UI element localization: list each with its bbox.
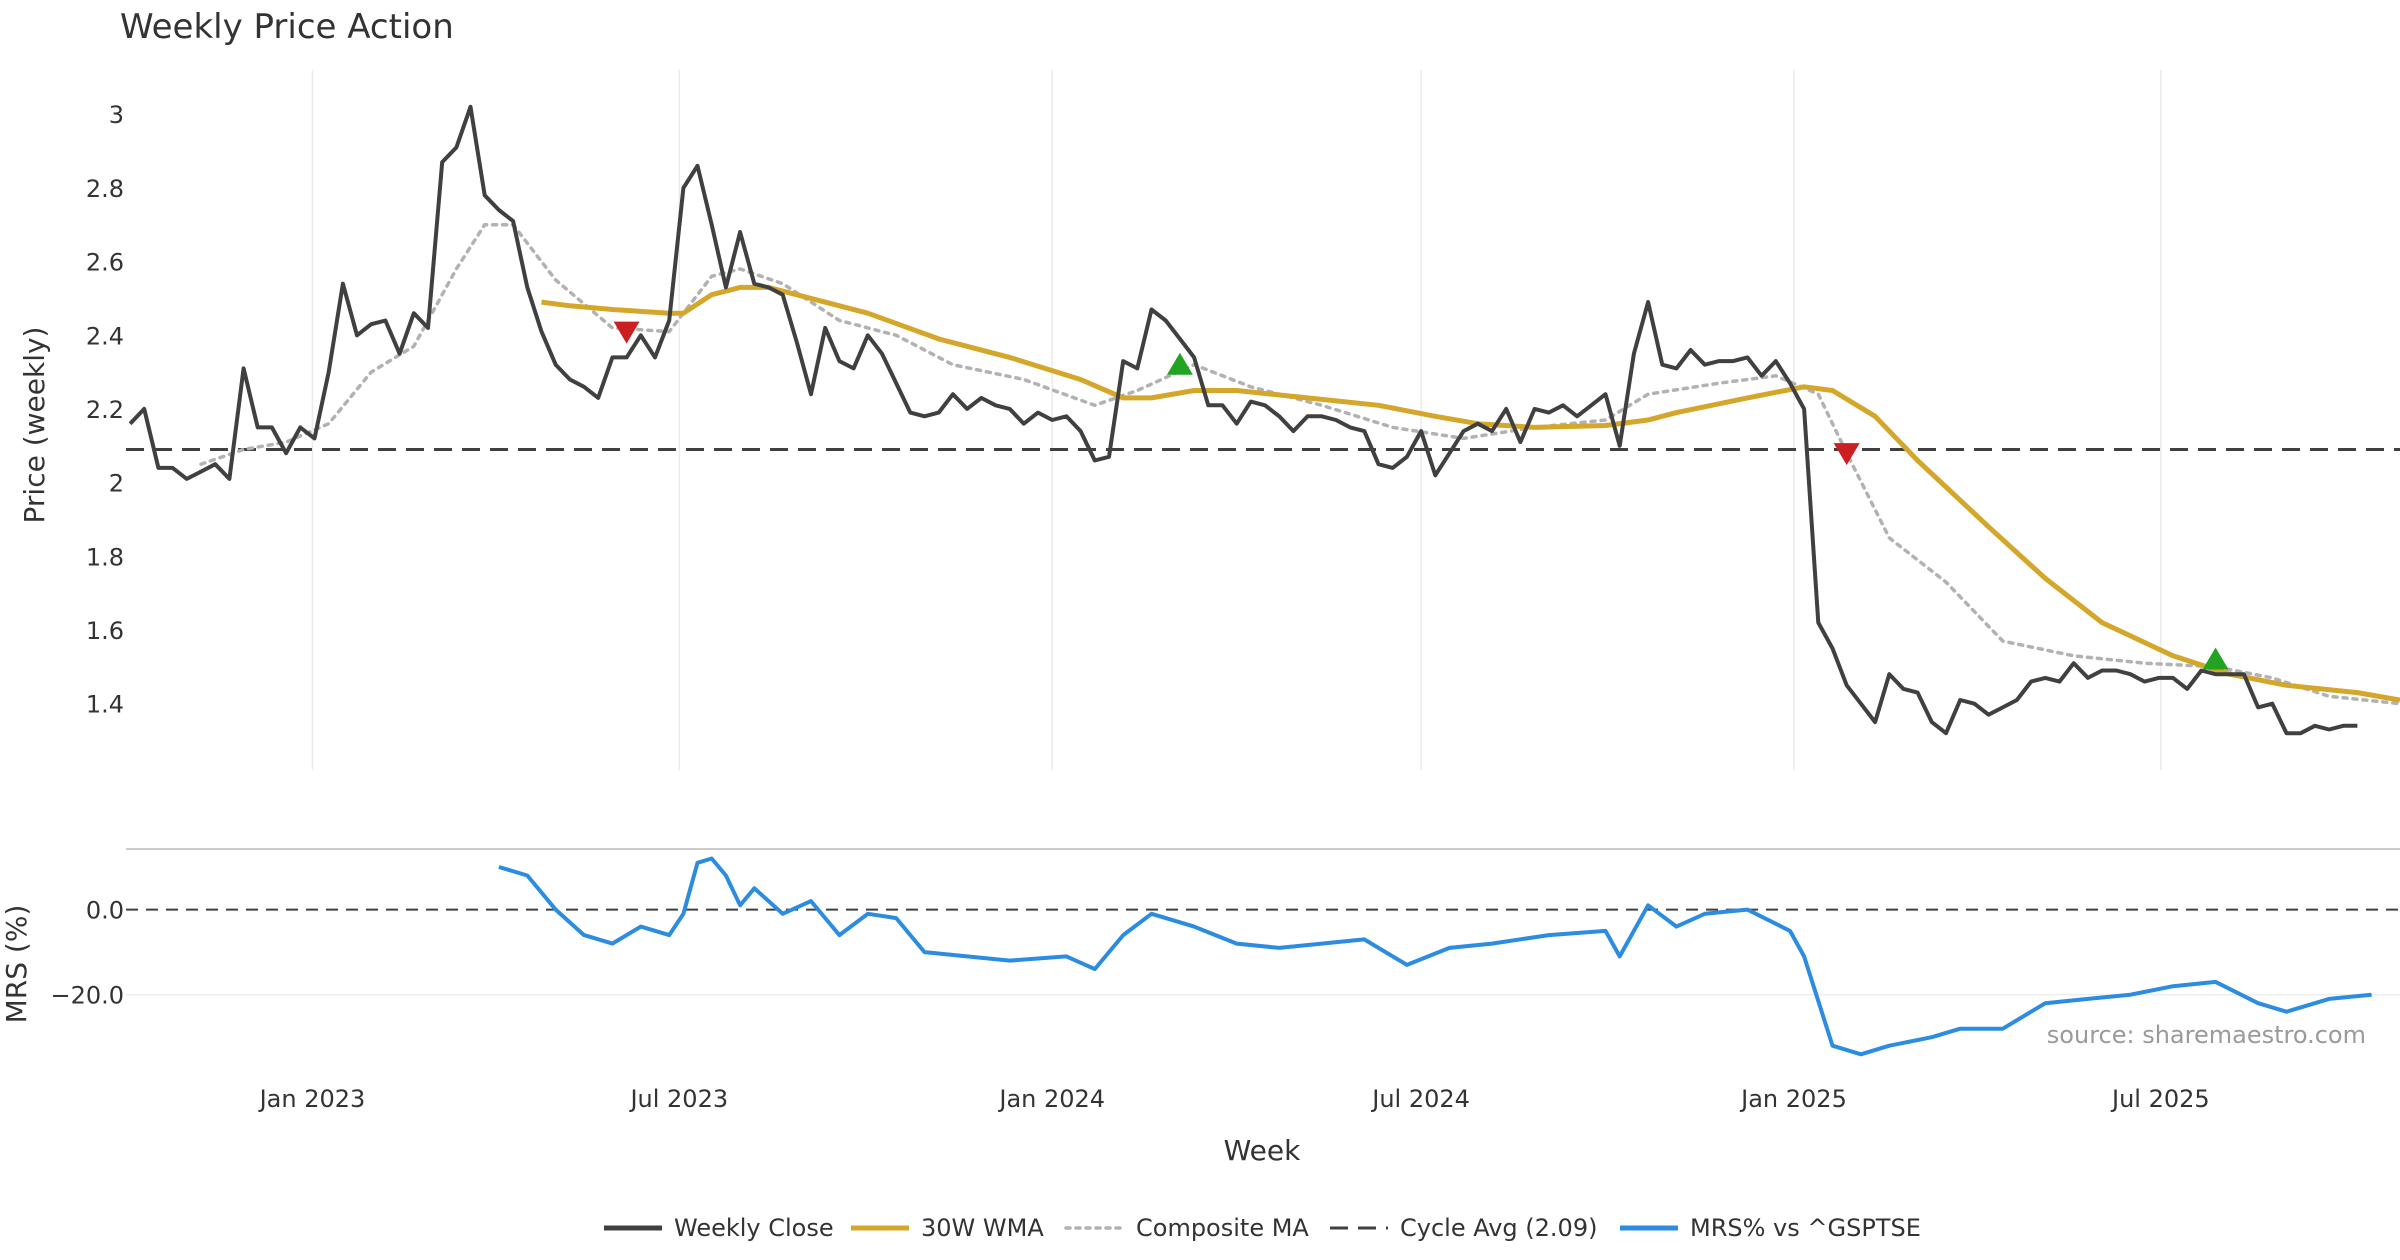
wma-30w-line <box>541 284 2400 703</box>
price-y-tick-label: 3 <box>109 101 124 129</box>
x-axis-label: Week <box>1224 1134 1301 1167</box>
legend-label: Weekly Close <box>674 1214 834 1242</box>
y-axis-ticks: 1.4 1.6 1.8 2 2.2 2.4 2.6 2.8 3 0.0 −20.0 <box>50 101 124 1009</box>
price-axis-label: Price (weekly) <box>18 327 51 524</box>
x-tick-label: Jan 2023 <box>258 1085 366 1113</box>
price-y-tick-label: 1.8 <box>86 543 124 571</box>
mrs-axis-label: MRS (%) <box>0 905 33 1024</box>
x-tick-label: Jan 2025 <box>1739 1085 1847 1113</box>
x-tick-label: Jul 2024 <box>1370 1085 1470 1113</box>
chart-title: Weekly Price Action <box>120 7 454 47</box>
x-axis-ticks: Jan 2023 Jul 2023 Jan 2024 Jul 2024 Jan 2025… <box>258 1085 2210 1113</box>
series-lines <box>128 104 2400 1057</box>
weekly-close-line <box>128 104 2358 736</box>
legend-label: MRS% vs ^GSPTSE <box>1690 1214 1921 1242</box>
composite-ma-line <box>199 222 2400 706</box>
mrs-y-tick-label: −20.0 <box>50 982 124 1010</box>
buy-signal-triangle <box>1166 352 1193 375</box>
legend-label: Composite MA <box>1136 1214 1309 1242</box>
price-y-tick-label: 2.8 <box>86 175 124 203</box>
sell-signal-triangle <box>613 321 640 344</box>
price-y-tick-label: 1.6 <box>86 617 124 645</box>
reference-lines <box>126 447 2400 911</box>
legend: Weekly Close 30W WMA Composite MA Cycle Avg… <box>604 1214 1921 1242</box>
x-tick-label: Jul 2023 <box>628 1085 728 1113</box>
price-y-tick-label: 2.4 <box>86 322 124 350</box>
price-y-tick-label: 1.4 <box>86 691 124 719</box>
mrs-line <box>498 856 2372 1057</box>
legend-label: Cycle Avg (2.09) <box>1400 1214 1597 1242</box>
price-y-tick-label: 2 <box>109 470 124 498</box>
grid-lines <box>126 70 2400 996</box>
mrs-y-tick-label: 0.0 <box>86 897 124 925</box>
source-note: source: sharemaestro.com <box>2047 1021 2366 1049</box>
x-tick-label: Jan 2024 <box>997 1085 1105 1113</box>
buy-signal-triangle <box>2202 647 2229 670</box>
legend-label: 30W WMA <box>921 1214 1044 1242</box>
price-y-tick-label: 2.6 <box>86 249 124 277</box>
signal-markers <box>613 321 2229 670</box>
x-tick-label: Jul 2025 <box>2110 1085 2210 1113</box>
price-y-tick-label: 2.2 <box>86 396 124 424</box>
sell-signal-triangle <box>1833 443 1860 466</box>
